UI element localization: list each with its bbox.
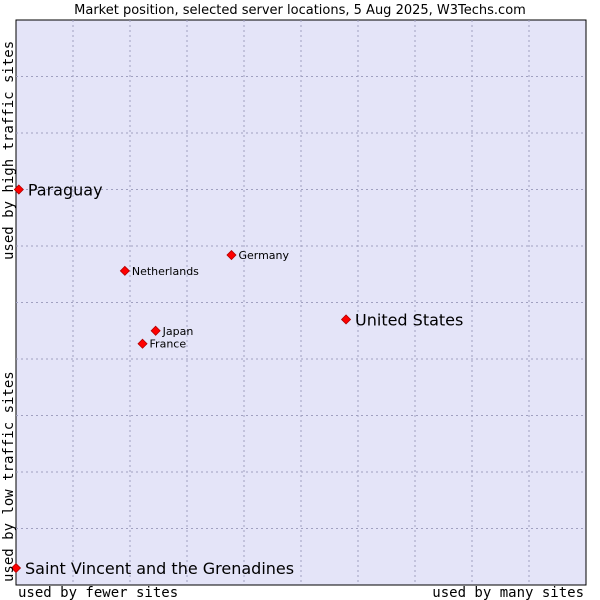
point-label: Germany [238, 249, 289, 262]
point-marker [10, 562, 22, 574]
point-marker [340, 314, 352, 325]
data-point-germany: Germany [226, 249, 290, 262]
point-label: Saint Vincent and the Grenadines [25, 559, 294, 578]
point-label: Netherlands [132, 265, 199, 278]
grid-lines [16, 20, 586, 585]
x-axis-label-left: used by fewer sites [18, 585, 178, 600]
x-axis-label-right: used by many sites [432, 585, 584, 600]
data-point-netherlands: Netherlands [119, 265, 199, 278]
y-axis-label-top: used by high traffic sites [1, 41, 17, 260]
point-marker [137, 338, 148, 349]
data-point-saint-vincent-and-the-grenadines: Saint Vincent and the Grenadines [10, 559, 294, 578]
point-marker [13, 184, 24, 195]
data-points: Paraguay Germany Netherlands United States J… [10, 181, 463, 578]
point-marker [119, 265, 130, 276]
data-point-united-states: United States [340, 310, 463, 329]
point-marker [226, 249, 237, 261]
point-label: Japan [162, 325, 194, 338]
data-point-france: France [137, 338, 187, 351]
data-point-paraguay: Paraguay [13, 181, 103, 200]
point-label: Paraguay [28, 181, 103, 200]
y-axis-label-bottom: used by low traffic sites [1, 371, 17, 582]
data-point-japan: Japan [150, 325, 194, 338]
chart-title: Market position, selected server locatio… [74, 3, 526, 18]
point-marker [150, 325, 161, 336]
point-label: United States [355, 310, 463, 329]
point-label: France [150, 338, 187, 351]
